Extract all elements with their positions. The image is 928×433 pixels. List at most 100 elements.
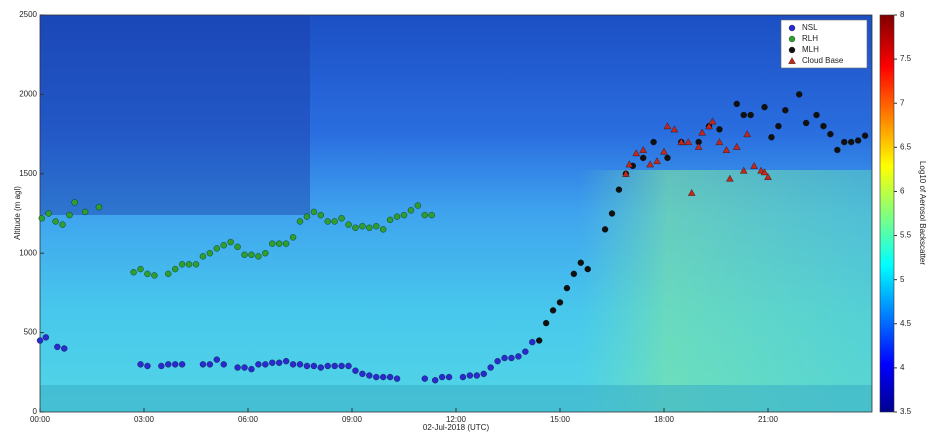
data-point xyxy=(625,160,634,168)
data-point xyxy=(466,372,474,379)
data-point xyxy=(269,359,276,366)
data-point xyxy=(750,162,758,169)
data-point xyxy=(317,211,324,219)
data-point xyxy=(345,221,352,228)
data-point xyxy=(861,132,869,139)
data-point xyxy=(165,270,172,277)
data-point xyxy=(213,356,220,363)
colorbar-tick-label: 4 xyxy=(900,363,905,372)
data-point xyxy=(338,215,345,222)
data-point xyxy=(331,362,338,370)
data-point xyxy=(522,348,529,355)
data-point xyxy=(802,119,810,127)
data-point xyxy=(570,270,578,277)
backscatter-mixed-layer xyxy=(580,170,872,412)
data-point xyxy=(255,361,262,368)
data-point xyxy=(331,218,338,225)
x-tick-label: 12:00 xyxy=(446,415,467,424)
legend-marker xyxy=(788,57,796,64)
data-point xyxy=(234,243,241,250)
colorbar-tick-label: 6 xyxy=(900,187,905,196)
data-point xyxy=(705,122,713,130)
data-point xyxy=(269,240,276,247)
data-point xyxy=(380,373,387,381)
data-point xyxy=(421,375,428,382)
data-point xyxy=(677,138,686,145)
data-point xyxy=(400,211,408,219)
data-point xyxy=(36,337,44,344)
legend-label: NSL xyxy=(802,23,818,32)
colorbar-tick-label: 7 xyxy=(900,98,905,107)
data-point xyxy=(775,123,782,130)
data-point xyxy=(542,319,550,327)
colorbar-tick-label: 5.5 xyxy=(900,231,912,240)
data-point xyxy=(324,362,331,370)
data-point xyxy=(324,218,331,225)
data-point xyxy=(38,215,45,222)
data-point xyxy=(739,166,748,174)
data-point xyxy=(529,338,536,346)
colorbar-tick-label: 7.5 xyxy=(900,54,912,63)
backscatter-surface xyxy=(40,385,872,412)
data-point xyxy=(255,253,262,260)
data-point xyxy=(158,362,165,370)
data-point xyxy=(820,123,827,130)
data-point xyxy=(42,334,50,341)
data-point xyxy=(206,361,214,368)
data-point xyxy=(296,361,304,368)
y-tick-label: 500 xyxy=(24,328,38,337)
colorbar-label: Log10 of Aerosol Backscatter xyxy=(918,161,927,265)
data-point xyxy=(480,370,487,378)
data-point xyxy=(563,284,571,292)
data-point xyxy=(199,361,207,368)
data-point xyxy=(248,365,255,373)
data-point xyxy=(151,272,158,279)
data-point xyxy=(303,362,311,370)
data-point xyxy=(185,261,193,268)
data-point xyxy=(45,210,52,217)
data-point xyxy=(813,111,820,119)
data-point xyxy=(646,160,654,168)
data-point xyxy=(428,211,435,219)
data-point xyxy=(144,362,151,370)
data-point xyxy=(61,345,68,352)
data-point xyxy=(716,126,723,133)
colorbar-tick-label: 5 xyxy=(900,275,905,284)
data-point xyxy=(684,138,693,145)
x-tick-label: 03:00 xyxy=(134,415,155,424)
legend: NSL RLH MLH Cloud Base xyxy=(780,19,868,69)
legend-marker xyxy=(788,24,796,32)
data-point xyxy=(59,221,66,228)
data-point xyxy=(317,364,324,371)
data-point xyxy=(687,189,696,196)
data-point xyxy=(165,361,172,368)
data-point xyxy=(664,154,671,162)
data-point xyxy=(137,361,144,368)
y-axis-label: Altitude (m agl) xyxy=(13,186,22,240)
y-tick-label: 0 xyxy=(33,407,38,416)
data-point xyxy=(227,238,234,246)
data-point xyxy=(289,234,297,241)
data-point xyxy=(172,361,179,368)
y-tick-label: 1500 xyxy=(19,169,37,178)
data-point xyxy=(206,250,214,257)
data-point xyxy=(276,359,283,366)
data-point xyxy=(380,226,387,233)
legend-marker xyxy=(788,35,796,43)
data-point xyxy=(213,245,220,252)
data-point xyxy=(639,146,647,153)
data-point xyxy=(698,128,706,136)
data-point xyxy=(66,211,73,219)
data-point xyxy=(421,211,428,219)
data-point xyxy=(393,375,401,382)
data-point xyxy=(438,373,446,381)
data-point xyxy=(508,354,515,362)
colorbar-tick-label: 4.5 xyxy=(900,319,912,328)
data-point xyxy=(234,364,241,371)
data-point xyxy=(276,240,283,247)
data-point xyxy=(310,208,318,216)
data-point xyxy=(52,218,59,225)
data-point xyxy=(761,103,768,111)
data-point xyxy=(366,372,373,379)
data-point xyxy=(359,370,366,378)
